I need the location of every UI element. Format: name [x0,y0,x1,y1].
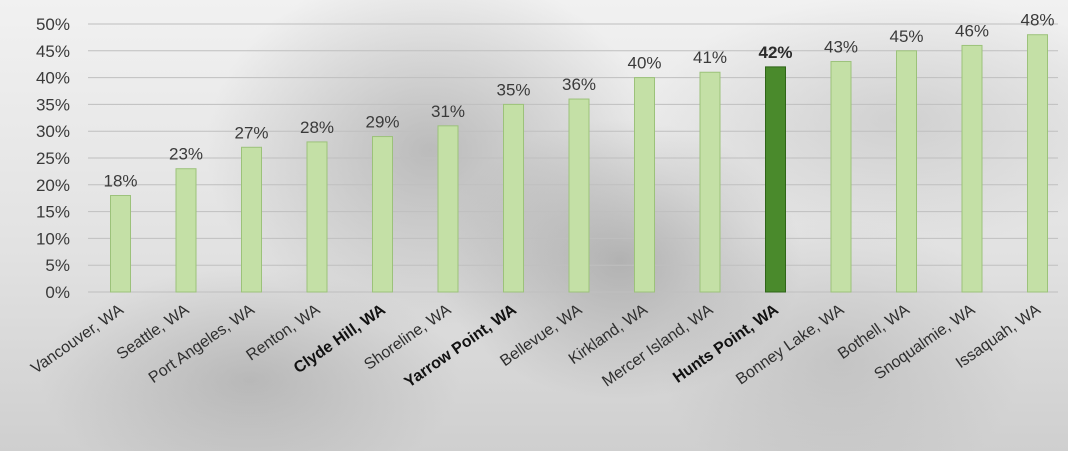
y-axis-ticks: 0% 5% 10% 15% 20% 25% 30% 35% 40% 45% 50% [36,15,70,302]
bar [961,44,983,293]
bar [896,50,917,293]
bar [568,98,590,293]
data-label: 45% [889,27,923,46]
x-tick-label: Bonney Lake, WA [733,301,847,388]
data-label: 35% [496,80,530,99]
bar [306,141,328,293]
data-label: 27% [234,123,268,142]
y-tick-label: 20% [36,176,70,195]
data-label: 28% [300,118,334,137]
x-tick-label: Port Angeles, WA [146,301,258,387]
data-labels: 18% 23% 27% 28% 29% 31% 35% 36% 40% 41% 42% 43% 45% 4… [103,11,1054,191]
bar [175,168,197,293]
data-label: 23% [169,145,203,164]
y-tick-label: 35% [36,95,70,114]
bar [830,61,852,293]
bar [634,77,655,293]
y-tick-label: 40% [36,69,70,88]
y-tick-label: 5% [45,256,70,275]
bar [1027,34,1048,293]
data-label: 31% [431,102,465,121]
data-label: 48% [1020,11,1054,30]
bar [765,66,786,293]
data-label: 46% [955,21,989,40]
data-label: 29% [365,113,399,132]
y-tick-label: 50% [36,15,70,34]
data-label: 43% [824,38,858,57]
bars [110,34,1048,293]
y-tick-label: 45% [36,42,70,61]
data-label: 36% [562,75,596,94]
data-label: 41% [693,48,727,67]
bar [699,71,721,293]
bar [110,195,131,293]
y-tick-label: 30% [36,122,70,141]
x-tick-label: Vancouver, WA [28,301,127,377]
bar [241,146,262,293]
data-label: 42% [758,43,792,62]
bar [503,103,524,293]
y-tick-label: 0% [45,283,70,302]
bar [437,125,459,293]
y-tick-label: 25% [36,149,70,168]
data-label: 18% [103,172,137,191]
x-tick-label: Mercer Island, WA [599,301,716,390]
y-tick-label: 10% [36,229,70,248]
bar [372,136,393,293]
y-tick-label: 15% [36,203,70,222]
data-label: 40% [627,54,661,73]
x-tick-label: Yarrow Point, WA [402,301,521,391]
